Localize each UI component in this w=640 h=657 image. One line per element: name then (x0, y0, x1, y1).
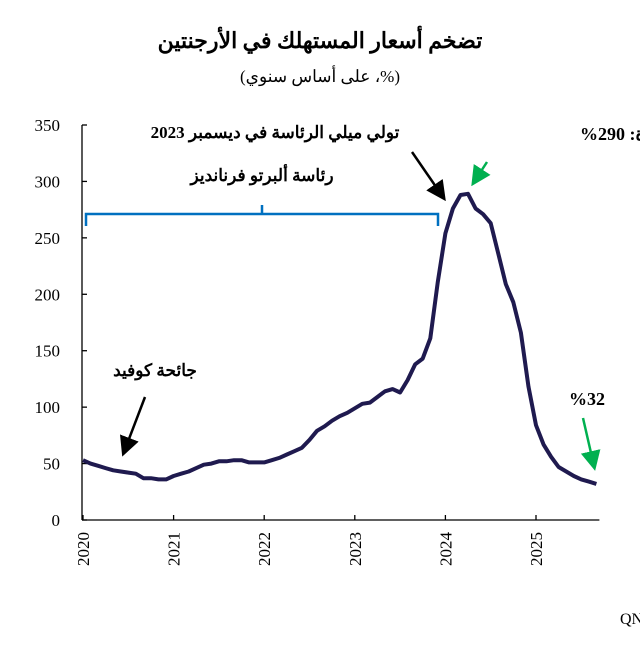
x-tick-label: 2022 (255, 532, 274, 566)
chart-title: تضخم أسعار المستهلك في الأرجنتين (158, 25, 483, 54)
x-tick-label: 2020 (74, 532, 93, 566)
x-tick-label: 2023 (346, 532, 365, 566)
source-note: المصادر: المعهد الوطني الأرجنتيني للتعدا… (620, 609, 640, 628)
latest-arrow (580, 417, 601, 471)
x-tick-labels: 2020 2021 2022 2023 2024 2025 (74, 532, 546, 567)
series-line (82, 191, 597, 486)
y-tick-label: 100 (35, 398, 61, 417)
milei-arrow (410, 151, 446, 202)
milei-label: تولي ميلي الرئاسة في ديسمبر 2023 (151, 123, 400, 143)
y-tick-label: 50 (43, 455, 60, 474)
y-tick-labels: 0 50 100 150 200 250 300 350 (35, 116, 61, 530)
x-tick-label: 2025 (527, 532, 546, 566)
covid-label: جائحة كوفيد (113, 361, 197, 381)
fernandez-term-brace (84, 205, 440, 226)
x-tick-label: 2021 (165, 532, 184, 566)
fernandez-label: رئاسة ألبرتو فرنانديز (188, 163, 333, 186)
y-tick-label: 250 (35, 229, 61, 248)
y-tick-label: 300 (35, 172, 61, 191)
peak-label: الذروة: 290% (580, 124, 640, 145)
y-tick-label: 150 (35, 342, 61, 361)
latest-label: %32 (569, 389, 605, 409)
y-tick-label: 0 (52, 511, 61, 530)
axes (81, 124, 600, 521)
covid-arrow (120, 396, 147, 457)
peak-arrow (471, 161, 491, 187)
x-tick-label: 2024 (436, 532, 455, 567)
chart-subtitle: (%، على أساس سنوي) (240, 65, 400, 87)
y-tick-label: 350 (35, 116, 61, 135)
y-tick-label: 200 (35, 285, 61, 304)
